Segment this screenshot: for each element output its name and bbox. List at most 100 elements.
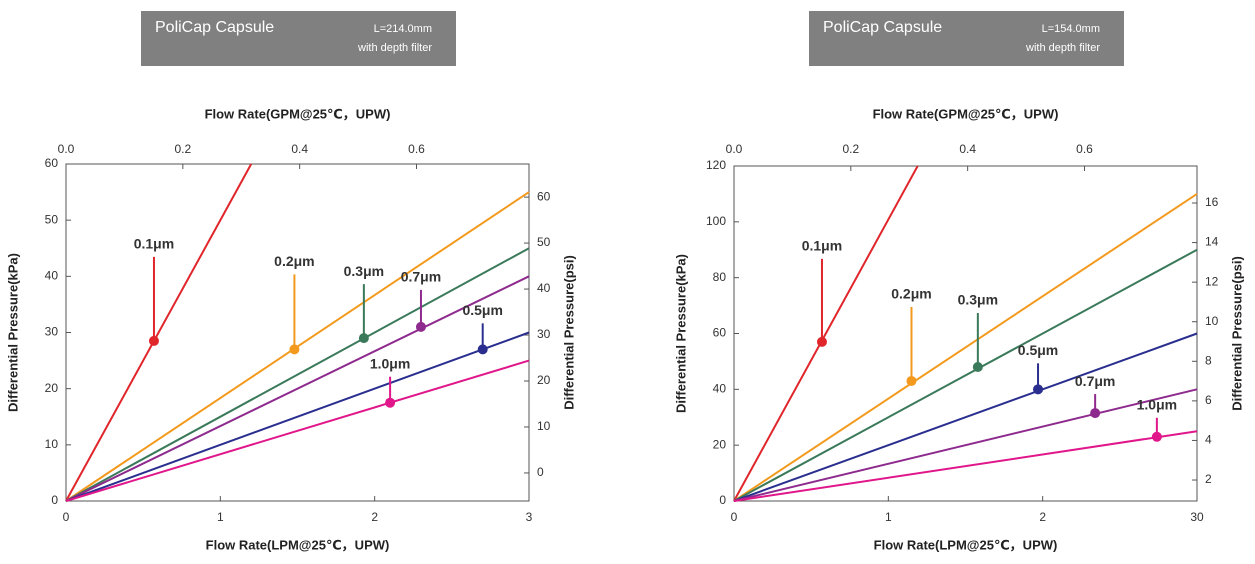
x2-tick-label: 0.4 xyxy=(959,142,976,156)
y2-tick-label: 10 xyxy=(1205,314,1219,328)
y2-tick-label: 10 xyxy=(537,419,551,433)
series-line xyxy=(65,331,530,502)
marker xyxy=(972,362,983,372)
y-tick-label: 0 xyxy=(51,493,58,507)
y-tick-label: 60 xyxy=(713,326,727,340)
series-label: 0.1μm xyxy=(134,236,174,252)
chart-title: PoliCap Capsule xyxy=(155,19,274,36)
y-axis-label: Differential Pressure(kPa) xyxy=(5,253,20,412)
series-label: 0.2μm xyxy=(274,253,314,269)
plot-frame xyxy=(65,163,530,502)
note: with depth filter xyxy=(1025,42,1100,54)
marker xyxy=(1033,384,1044,395)
series-label: 0.3μm xyxy=(344,263,384,279)
y2-tick-label: 6 xyxy=(1205,393,1212,407)
series-line xyxy=(733,193,1198,502)
y-tick-label: 0 xyxy=(719,493,726,507)
series-label: 0.7μm xyxy=(401,269,441,285)
y-axis-label: Differential Pressure(kPa) xyxy=(673,254,688,413)
series-label: 1.0μm xyxy=(1137,396,1177,412)
x2-tick-label: 0.6 xyxy=(1076,142,1093,156)
x-tick-label: 0 xyxy=(731,510,738,524)
y2-tick-label: 14 xyxy=(1205,235,1219,249)
marker xyxy=(906,375,917,386)
marker xyxy=(477,344,488,355)
series-line xyxy=(65,275,530,502)
x2-tick-label: 0.4 xyxy=(291,142,308,156)
y-tick-label: 120 xyxy=(706,158,726,172)
series-line xyxy=(733,332,1198,502)
y2-tick-label: 20 xyxy=(537,373,551,387)
series-label: 1.0μm xyxy=(370,355,410,371)
x-tick-label: 0 xyxy=(63,510,70,524)
x2-tick-label: 0.2 xyxy=(842,142,859,156)
y2-tick-label: 2 xyxy=(1205,472,1212,486)
chart-title: PoliCap Capsule xyxy=(823,19,942,36)
note: with depth filter xyxy=(357,42,432,54)
x-tick-label: 30 xyxy=(1190,510,1204,524)
x2-tick-label: 0.2 xyxy=(174,142,191,156)
x-tick-label: 3 xyxy=(526,510,533,524)
x-tick-label: 2 xyxy=(371,510,378,524)
marker xyxy=(289,344,300,355)
y2-axis-label: Differential Pressure(psi) xyxy=(1229,256,1244,411)
x2-tick-label: 0.0 xyxy=(726,142,743,156)
series-line xyxy=(733,248,1198,502)
series-line xyxy=(65,163,253,502)
marker xyxy=(385,397,396,408)
y-tick-label: 10 xyxy=(45,437,59,451)
marker xyxy=(1090,408,1101,419)
y2-tick-label: 40 xyxy=(537,281,551,295)
x-tick-label: 1 xyxy=(217,510,224,524)
title-box xyxy=(141,11,456,66)
marker xyxy=(148,335,159,346)
y2-tick-label: 0 xyxy=(537,465,544,479)
x-axis-label: Flow Rate(LPM@25℃，UPW) xyxy=(206,537,390,552)
title-box xyxy=(809,11,1124,66)
series-line xyxy=(65,359,530,502)
y2-tick-label: 8 xyxy=(1205,353,1212,367)
y-tick-label: 30 xyxy=(45,325,59,339)
length-label: L=214.0mm xyxy=(374,23,432,35)
y2-tick-label: 30 xyxy=(537,327,551,341)
marker xyxy=(1151,431,1162,442)
length-label: L=154.0mm xyxy=(1042,23,1100,35)
series-label: 0.3μm xyxy=(958,292,998,308)
plot-frame xyxy=(733,165,1198,502)
y-tick-label: 20 xyxy=(713,437,727,451)
y-tick-label: 40 xyxy=(45,269,59,283)
x2-tick-label: 0.6 xyxy=(408,142,425,156)
x-axis-label: Flow Rate(LPM@25℃，UPW) xyxy=(874,537,1058,552)
series-label: 0.7μm xyxy=(1075,373,1115,389)
y-tick-label: 40 xyxy=(713,382,727,396)
y-tick-label: 60 xyxy=(45,156,59,170)
series-label: 0.1μm xyxy=(802,238,842,254)
x-tick-label: 2 xyxy=(1039,510,1046,524)
series-label: 0.5μm xyxy=(462,302,502,318)
series-line xyxy=(733,388,1198,502)
marker xyxy=(816,336,827,347)
y2-tick-label: 16 xyxy=(1205,195,1219,209)
series-line xyxy=(733,430,1198,502)
y2-tick-label: 50 xyxy=(537,235,551,249)
marker xyxy=(358,333,369,344)
series-label: 0.2μm xyxy=(891,286,931,302)
y2-tick-label: 12 xyxy=(1205,274,1219,288)
y-tick-label: 50 xyxy=(45,212,59,226)
y-tick-label: 20 xyxy=(45,381,59,395)
y2-tick-label: 4 xyxy=(1205,433,1212,447)
y-tick-label: 100 xyxy=(706,214,726,228)
x-tick-label: 1 xyxy=(885,510,892,524)
x2-axis-label: Flow Rate(GPM@25℃，UPW) xyxy=(873,106,1059,121)
series-line xyxy=(733,165,919,502)
marker xyxy=(415,321,426,332)
series-line xyxy=(65,247,530,502)
x2-tick-label: 0.0 xyxy=(58,142,75,156)
series-label: 0.5μm xyxy=(1018,342,1058,358)
y2-tick-label: 60 xyxy=(537,189,551,203)
x2-axis-label: Flow Rate(GPM@25℃，UPW) xyxy=(205,106,391,121)
y2-axis-label: Differential Pressure(psi) xyxy=(561,255,576,410)
y-tick-label: 80 xyxy=(713,270,727,284)
